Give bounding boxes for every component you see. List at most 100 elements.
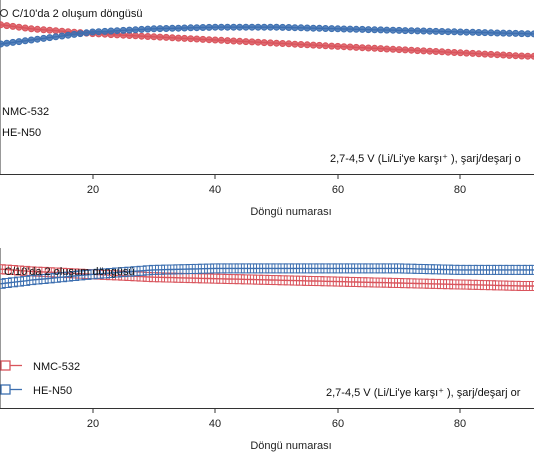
data-point-he-n50-49: [266, 23, 274, 31]
data-point-he-n50-72: [407, 27, 415, 35]
data-point-nmc-532-28: [136, 271, 147, 282]
data-point-nmc-532-80: [456, 49, 464, 57]
data-point-nmc-532-13: [44, 267, 55, 278]
data-point-he-n50-54: [297, 24, 305, 32]
data-point-nmc-532-70: [394, 278, 405, 288]
data-point-nmc-532-32: [162, 33, 170, 41]
data-point-he-n50-57: [314, 263, 325, 274]
series-line-he-n50: [0, 267, 534, 285]
data-point-he-n50-85: [487, 29, 495, 37]
data-point-he-n50-58: [320, 263, 331, 274]
data-point-nmc-532-36: [187, 35, 195, 43]
data-point-nmc-532-51: [277, 275, 288, 286]
data-point-he-n50-21: [95, 28, 103, 36]
data-point-nmc-532-48: [260, 39, 268, 47]
top-x-axis-label: Döngü numarası: [250, 206, 331, 218]
data-point-nmc-532-73: [414, 47, 421, 55]
data-point-he-n50-52: [285, 24, 293, 31]
data-point-he-n50-10: [26, 275, 37, 286]
data-point-nmc-532-86: [492, 280, 503, 291]
data-point-he-n50-65: [363, 263, 374, 274]
data-point-he-n50-11: [32, 274, 43, 285]
data-point-he-n50-74: [418, 264, 429, 274]
data-point-he-n50-80: [455, 264, 466, 275]
data-point-nmc-532-67: [375, 277, 386, 288]
data-point-he-n50-81: [463, 28, 470, 36]
data-point-he-n50-84: [481, 29, 489, 37]
data-point-nmc-532-14: [52, 27, 60, 35]
data-point-he-n50-17: [70, 30, 78, 38]
data-point-he-n50-34: [174, 24, 182, 32]
data-point-nmc-532-8: [14, 265, 24, 276]
data-point-nmc-532-46: [248, 38, 256, 46]
data-point-he-n50-67: [375, 263, 386, 274]
data-point-he-n50-40: [210, 263, 221, 274]
data-point-nmc-532-87: [498, 280, 509, 291]
data-point-he-n50-27: [130, 266, 141, 277]
data-point-he-n50-77: [437, 264, 447, 275]
data-point-he-n50-23: [106, 268, 116, 278]
data-point-nmc-532-41: [217, 36, 225, 44]
data-point-he-n50-70: [394, 263, 405, 274]
data-point-nmc-532-89: [512, 52, 520, 60]
data-point-nmc-532-41: [216, 273, 227, 284]
data-point-he-n50-85: [486, 264, 496, 275]
data-point-nmc-532-45: [242, 38, 250, 46]
data-point-nmc-532-66: [371, 44, 379, 52]
data-point-he-n50-56: [308, 263, 319, 274]
data-point-he-n50-37: [193, 24, 201, 32]
data-point-nmc-532-59: [326, 276, 337, 287]
data-point-nmc-532-62: [345, 276, 356, 287]
data-point-he-n50-45: [240, 263, 251, 274]
data-point-he-n50-7: [9, 38, 17, 46]
data-point-nmc-532-72: [406, 278, 417, 289]
panel-bottom: 20 40 60 80 Döngü numarası C/10'da 2 olu…: [0, 248, 534, 452]
data-point-he-n50-65: [364, 26, 372, 34]
data-point-nmc-532-35: [181, 34, 188, 42]
data-point-nmc-532-84: [481, 50, 489, 58]
data-point-he-n50-57: [315, 24, 323, 32]
data-point-he-n50-61: [338, 263, 349, 274]
data-point-he-n50-75: [424, 264, 435, 275]
bottom-tick-label-60: 60: [332, 418, 344, 430]
data-point-he-n50-71: [401, 27, 409, 35]
data-point-nmc-532-12: [40, 26, 48, 34]
data-point-nmc-532-63: [352, 43, 360, 51]
data-point-nmc-532-73: [412, 278, 423, 289]
data-point-he-n50-28: [136, 265, 147, 276]
data-point-he-n50-32: [161, 264, 172, 275]
data-point-nmc-532-39: [205, 36, 213, 44]
data-point-he-n50-78: [443, 264, 454, 275]
data-point-nmc-532-32: [161, 272, 172, 283]
data-point-nmc-532-29: [142, 271, 153, 282]
bottom-tick-label-20: 20: [87, 418, 99, 430]
data-point-he-n50-90: [516, 264, 527, 275]
data-point-nmc-532-69: [388, 277, 398, 288]
data-point-nmc-532-79: [449, 279, 460, 290]
data-point-he-n50-47: [253, 263, 264, 274]
data-point-he-n50-50: [273, 23, 280, 31]
data-point-he-n50-76: [432, 27, 440, 35]
data-point-nmc-532-75: [426, 47, 434, 55]
data-point-he-n50-71: [400, 263, 411, 274]
data-point-he-n50-45: [242, 23, 250, 31]
data-point-he-n50-53: [291, 24, 299, 32]
data-point-he-n50-41: [217, 23, 225, 31]
data-point-he-n50-75: [426, 27, 434, 35]
bottom-legend-he-marker: [0, 384, 11, 395]
data-point-nmc-532-66: [369, 277, 380, 288]
top-legend: NMC-532 HE-N50: [2, 106, 49, 139]
data-point-nmc-532-89: [510, 280, 521, 291]
data-point-nmc-532-44: [236, 37, 244, 45]
data-point-nmc-532-56: [309, 41, 317, 49]
data-point-nmc-532-82: [469, 49, 477, 57]
data-point-nmc-532-31: [155, 272, 165, 283]
data-point-he-n50-15: [57, 272, 67, 283]
data-point-nmc-532-57: [314, 276, 325, 287]
data-point-nmc-532-55: [302, 275, 313, 286]
data-point-he-n50-19: [83, 29, 90, 37]
data-point-he-n50-88: [504, 264, 515, 275]
data-point-nmc-532-13: [46, 26, 54, 34]
data-point-nmc-532-31: [156, 33, 164, 41]
